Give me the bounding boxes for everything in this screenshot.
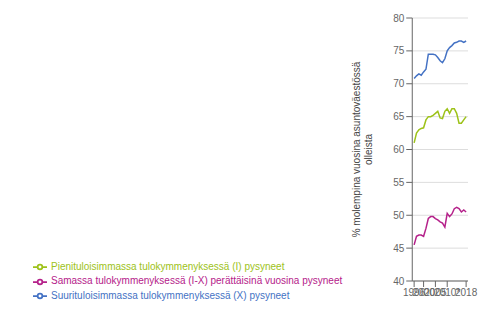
- svg-text:2010*: 2010*: [434, 287, 461, 299]
- svg-text:% molempina vuosina asuntoväes: % molempina vuosina asuntoväestössäollei…: [351, 61, 374, 237]
- svg-text:80: 80: [393, 13, 405, 24]
- html-text:Pienituloisimmassa tulokymmeny: Pienituloisimmassa tulokymmenyksessä (I)…: [51, 260, 285, 272]
- html-text:Samassa tulokymmenyksessä (I-X: Samassa tulokymmenyksessä (I-X) perättäi…: [51, 275, 343, 287]
- svg-text:75: 75: [393, 45, 405, 56]
- svg-text:55: 55: [393, 177, 405, 188]
- svg-text:2018: 2018: [455, 287, 478, 298]
- svg-text:70: 70: [393, 78, 405, 89]
- svg-text:45: 45: [393, 243, 405, 254]
- svg-text:60: 60: [393, 144, 405, 155]
- svg-text:50: 50: [393, 210, 405, 221]
- html-text:Suurituloisimmassa tulokymmeny: Suurituloisimmassa tulokymmenyksessä (X)…: [51, 289, 290, 301]
- svg-text:65: 65: [393, 111, 405, 122]
- svg-text:40: 40: [393, 276, 405, 287]
